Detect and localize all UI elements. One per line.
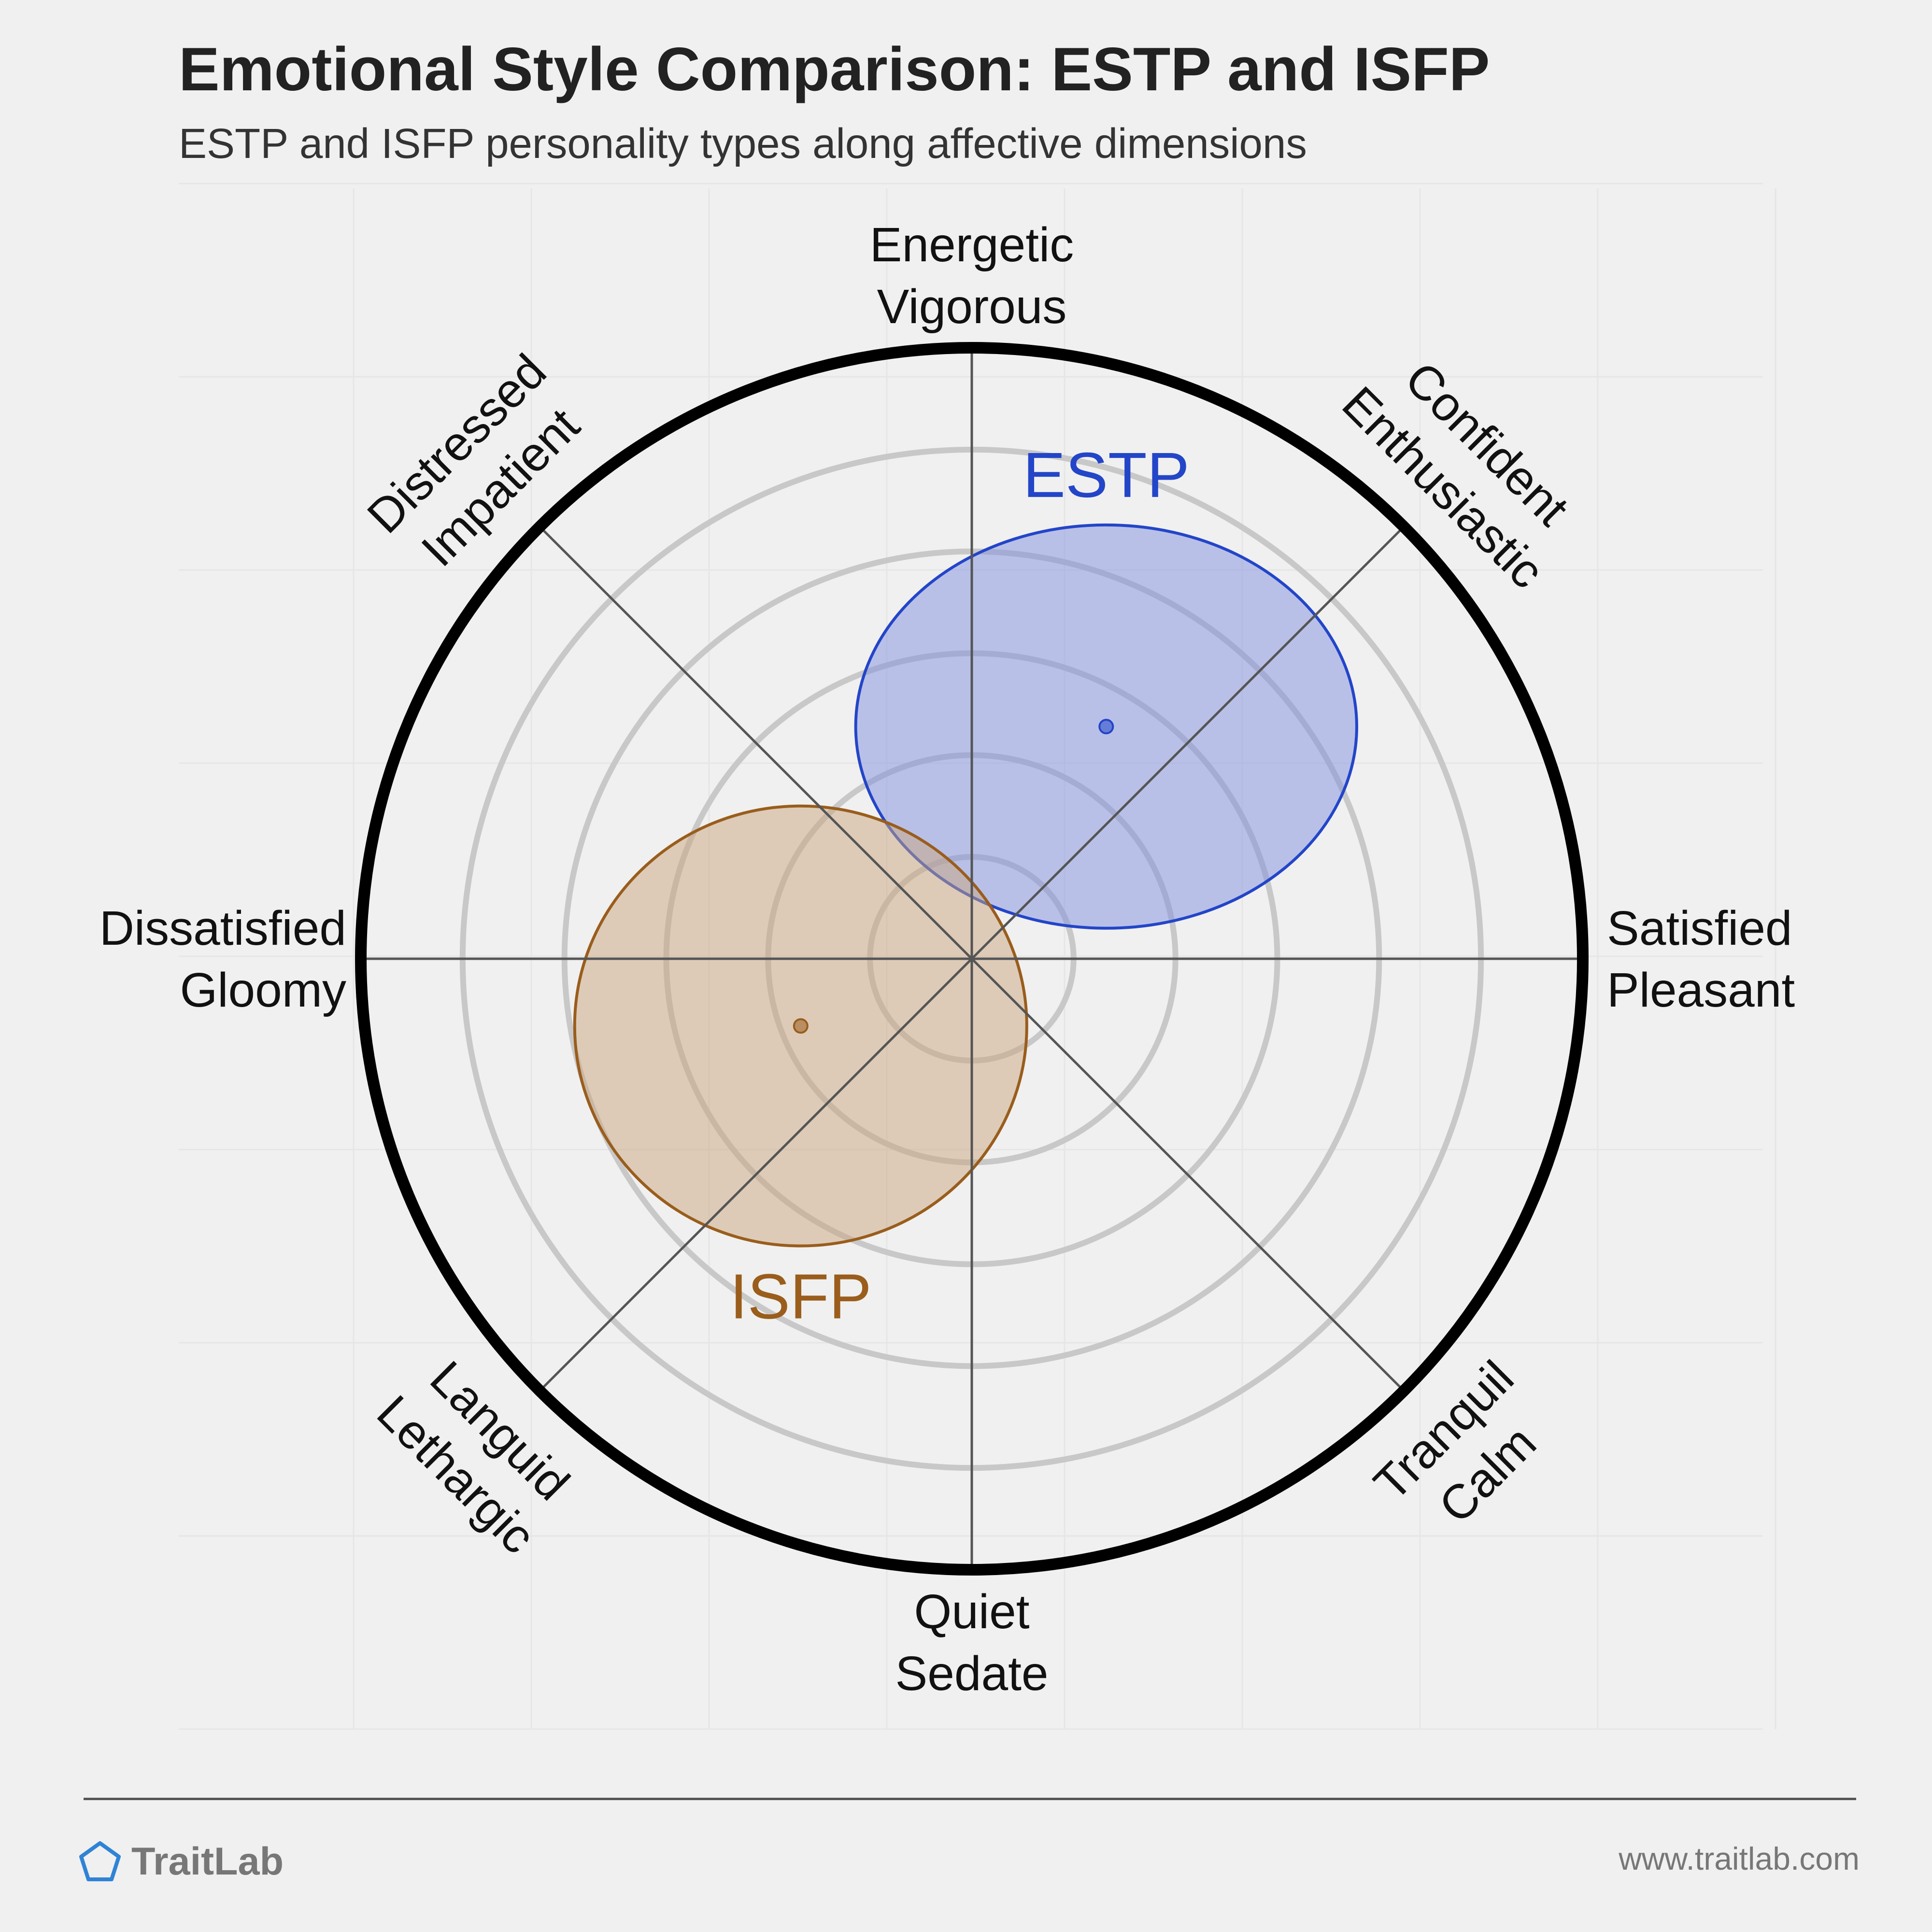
pentagon-logo-icon [79, 1841, 121, 1881]
axis-spoke [971, 958, 1405, 1392]
axis-spoke [539, 526, 973, 960]
axis-label-line: Dissatisfied [99, 901, 346, 955]
isfp-center-point [793, 1018, 809, 1034]
outer-ring [355, 342, 1589, 1576]
axis-spoke [539, 958, 973, 1392]
axis-label-dissatisfied: Dissatisfied Gloomy [99, 901, 346, 1017]
axis-label-line: Vigorous [877, 280, 1067, 334]
axis-label-line: Gloomy [180, 963, 346, 1017]
brand-name: TraitLab [131, 1839, 284, 1883]
axis-label-energetic: Energetic Vigorous [870, 218, 1074, 334]
axis-label-line: Quiet [914, 1585, 1029, 1639]
axis-spoke [971, 526, 1405, 960]
axis-label-line: Pleasant [1607, 963, 1795, 1017]
isfp-series-label: ISFP [730, 1261, 871, 1332]
axis-label-satisfied: Satisfied Pleasant [1607, 901, 1795, 1017]
estp-center-point [1098, 719, 1114, 735]
footer-divider [84, 1798, 1856, 1800]
brand: TraitLab [78, 1833, 284, 1890]
axis-label-line: Sedate [895, 1647, 1049, 1701]
chart-title: Emotional Style Comparison: ESTP and ISF… [179, 35, 1490, 103]
axis-label-line: Energetic [870, 218, 1074, 272]
chart-subtitle: ESTP and ISFP personality types along af… [179, 120, 1307, 167]
axis-label-quiet: Quiet Sedate [895, 1585, 1049, 1701]
website-link[interactable]: www.traitlab.com [1619, 1841, 1860, 1876]
estp-series-label: ESTP [1023, 440, 1190, 511]
axis-label-line: Satisfied [1607, 901, 1792, 955]
